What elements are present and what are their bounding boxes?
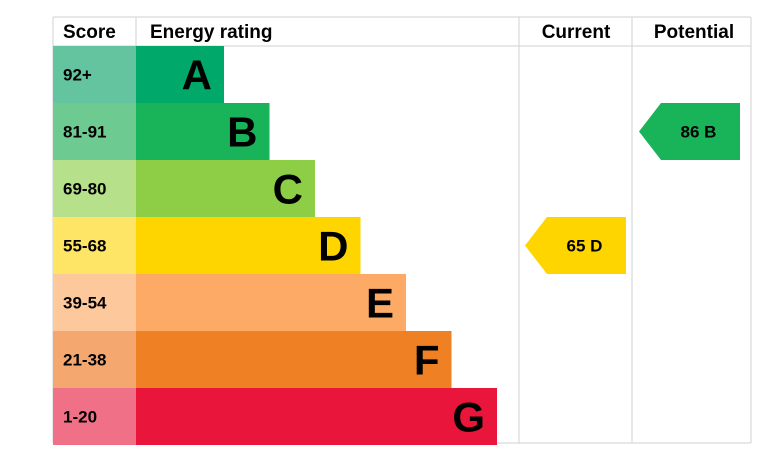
score-cell-g: [53, 388, 136, 445]
rating-bar-f: [136, 331, 452, 388]
score-label-g: 1-20: [63, 408, 97, 427]
potential-rating-label: 86 B: [681, 123, 717, 142]
rating-bar-g: [136, 388, 497, 445]
potential-rating-arrow: [639, 103, 740, 160]
score-label-f: 21-38: [63, 351, 106, 370]
score-cell-c: [53, 160, 136, 217]
rating-letter-c: C: [273, 166, 303, 213]
energy-rating-header: Energy rating: [150, 22, 272, 43]
rating-letter-e: E: [366, 280, 394, 327]
score-label-a: 92+: [63, 66, 92, 85]
rating-bar-c: [136, 160, 315, 217]
rating-letter-b: B: [227, 109, 257, 156]
rating-arrows: 65 D 86 B: [525, 103, 740, 274]
header-row: Score Energy rating Current Potential: [63, 22, 734, 43]
rating-bands: 92+ A 81-91 B 69-80 C 55-68 D 39-54 E 21-38 F 1-20 G: [53, 46, 497, 445]
score-cell-f: [53, 331, 136, 388]
score-cell-a: [53, 46, 136, 103]
score-cell-e: [53, 274, 136, 331]
score-label-e: 39-54: [63, 294, 107, 313]
rating-bar-d: [136, 217, 361, 274]
score-label-d: 55-68: [63, 237, 106, 256]
score-cell-b: [53, 103, 136, 160]
rating-bar-a: [136, 46, 224, 103]
potential-header: Potential: [654, 22, 734, 43]
current-rating-arrow: [525, 217, 626, 274]
rating-bar-e: [136, 274, 406, 331]
rating-letter-f: F: [414, 337, 440, 384]
rating-bar-b: [136, 103, 270, 160]
score-label-b: 81-91: [63, 123, 106, 142]
score-label-c: 69-80: [63, 180, 106, 199]
rating-letter-g: G: [452, 394, 485, 441]
current-header: Current: [542, 22, 611, 43]
rating-letter-d: D: [318, 223, 348, 270]
score-cell-d: [53, 217, 136, 274]
current-rating-label: 65 D: [567, 237, 603, 256]
score-header: Score: [63, 22, 116, 43]
rating-letter-a: A: [182, 52, 212, 99]
